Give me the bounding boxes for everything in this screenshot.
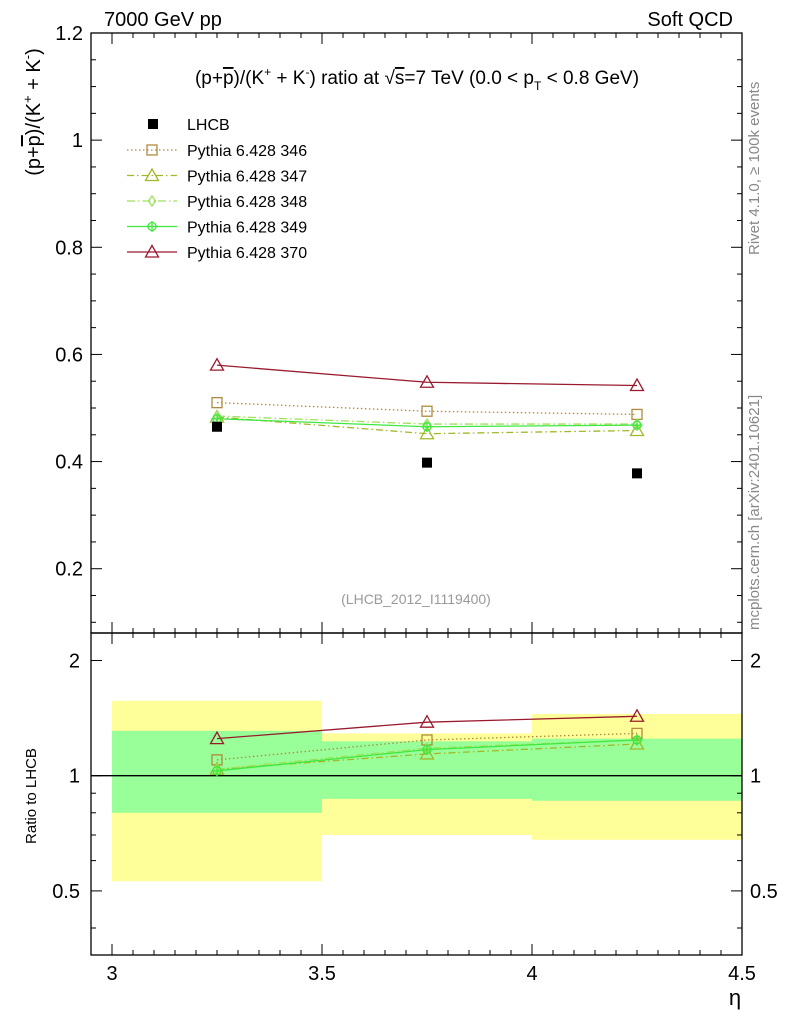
marker-square bbox=[421, 405, 433, 417]
x-axis-label: η bbox=[729, 985, 741, 1010]
x-tick-label: 4 bbox=[526, 963, 537, 985]
analysis-watermark: (LHCB_2012_I1119400) bbox=[341, 591, 491, 607]
legend-label: Pythia 6.428 348 bbox=[187, 194, 307, 211]
y-axis-label: (p+p)/(K+ + K-) bbox=[20, 48, 45, 176]
legend-label: Pythia 6.428 349 bbox=[187, 220, 307, 237]
ratio-series-line bbox=[216, 715, 638, 740]
mcplots-source-label: mcplots.cern.ch [arXiv:2401.10621] bbox=[746, 394, 763, 630]
marker-square bbox=[211, 396, 223, 409]
series-line bbox=[216, 416, 638, 435]
marker-triangle bbox=[144, 167, 160, 182]
ratio-y-tick-label-right: 0.5 bbox=[750, 881, 778, 903]
marker-triangle bbox=[419, 374, 435, 388]
y-tick-label: 0.8 bbox=[55, 237, 83, 259]
y-tick-label: 0.6 bbox=[55, 344, 83, 366]
ratio-y-tick-label: 2 bbox=[69, 651, 80, 673]
x-tick-label: 4.5 bbox=[728, 963, 756, 985]
marker-triangle bbox=[419, 425, 435, 440]
ratio-y-tick-label: 0.5 bbox=[52, 881, 80, 903]
marker-triangle bbox=[629, 377, 645, 392]
ratio-band-inner bbox=[532, 738, 742, 801]
marker-triangle bbox=[629, 422, 645, 437]
marker-triangle bbox=[419, 746, 435, 760]
ratio-y-tick-label-right: 1 bbox=[750, 766, 761, 788]
y-tick-label: 1.2 bbox=[55, 23, 83, 45]
ratio-series-line bbox=[216, 743, 638, 770]
x-tick-label: 3 bbox=[106, 963, 117, 985]
header-collision-energy: 7000 GeV pp bbox=[104, 9, 222, 31]
rivet-version-label: Rivet 4.1.0, ≥ 100k events bbox=[746, 81, 763, 255]
marker-triangle bbox=[419, 714, 435, 728]
marker-triangle bbox=[209, 730, 225, 745]
data-point bbox=[632, 468, 642, 479]
ratio-y-axis-label: Ratio to LHCB bbox=[23, 748, 40, 844]
y-tick-label: 0.4 bbox=[55, 452, 83, 474]
marker-square bbox=[146, 144, 158, 156]
y-tick-label: 1 bbox=[72, 130, 83, 152]
ratio-y-tick-label-right: 2 bbox=[750, 651, 761, 673]
series-line bbox=[216, 401, 638, 416]
header-process-tag: Soft QCD bbox=[647, 9, 733, 31]
legend-label: Pythia 6.428 370 bbox=[187, 245, 307, 262]
marker-triangle bbox=[629, 708, 645, 722]
marker-triangle bbox=[209, 357, 225, 371]
chart-title: (p+p)/(K+ + K-) ratio at √s=7 TeV (0.0 <… bbox=[195, 65, 639, 93]
x-tick-label: 3.5 bbox=[308, 963, 336, 985]
marker-diamond bbox=[147, 194, 157, 208]
ratio-plot-frame bbox=[90, 632, 743, 956]
data-point bbox=[212, 421, 222, 432]
legend-label-lhcb: LHCB bbox=[187, 117, 230, 134]
series-line bbox=[216, 364, 638, 387]
legend-marker-lhcb bbox=[148, 119, 158, 129]
ratio-y-tick-label: 1 bbox=[69, 766, 80, 788]
data-point bbox=[422, 457, 432, 468]
legend-label: Pythia 6.428 347 bbox=[187, 169, 307, 186]
y-tick-label: 0.2 bbox=[55, 559, 83, 581]
marker-triangle bbox=[144, 244, 160, 258]
legend-label: Pythia 6.428 346 bbox=[187, 143, 307, 160]
